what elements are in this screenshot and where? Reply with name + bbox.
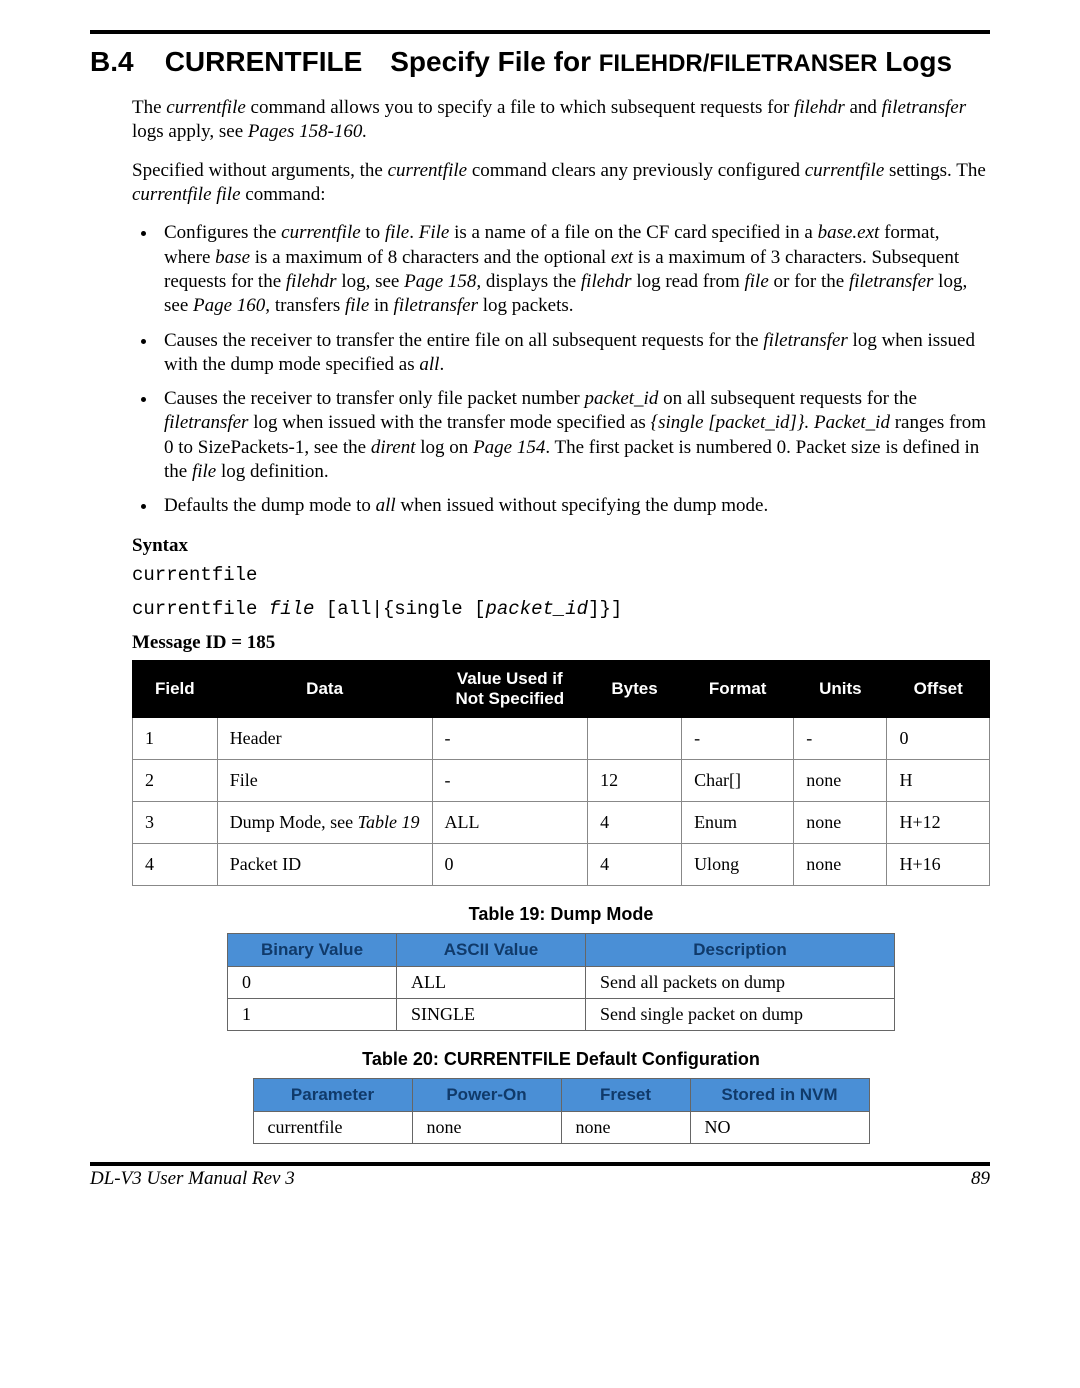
section-title-prefix: CURRENTFILE Specify File for bbox=[165, 46, 599, 77]
section-title-suffix: Logs bbox=[877, 46, 952, 77]
table-cell: 0 bbox=[432, 844, 588, 886]
table-cell: none bbox=[794, 844, 887, 886]
table-cell: 4 bbox=[588, 802, 682, 844]
table-cell: 1 bbox=[133, 718, 218, 760]
section-heading: B.4 CURRENTFILE Specify File for FILEHDR… bbox=[90, 46, 990, 78]
table-row: 2File-12Char[]noneH bbox=[133, 760, 990, 802]
syntax-line-1: currentfile bbox=[132, 563, 990, 588]
bullet-list: Configures the currentfile to file. File… bbox=[132, 221, 990, 518]
table-cell: NO bbox=[690, 1112, 869, 1144]
table-header-row: Binary Value ASCII Value Description bbox=[228, 934, 895, 967]
table-cell: none bbox=[794, 802, 887, 844]
table20-body: currentfilenonenoneNO bbox=[253, 1112, 869, 1144]
th-freset: Freset bbox=[561, 1079, 690, 1112]
top-rule bbox=[90, 30, 990, 34]
table-row: 4Packet ID04UlongnoneH+16 bbox=[133, 844, 990, 886]
table-cell: H+16 bbox=[887, 844, 990, 886]
table-cell: 2 bbox=[133, 760, 218, 802]
table-cell: File bbox=[217, 760, 432, 802]
th-power: Power-On bbox=[412, 1079, 561, 1112]
section-title-smallcaps: FILEHDR/FILETRANSER bbox=[599, 50, 878, 77]
table-cell: 0 bbox=[228, 967, 397, 999]
content-block: The currentfile command allows you to sp… bbox=[132, 96, 990, 1144]
table-cell: - bbox=[794, 718, 887, 760]
page: B.4 CURRENTFILE Specify File for FILEHDR… bbox=[0, 0, 1080, 1388]
th-ascii: ASCII Value bbox=[397, 934, 586, 967]
th-param: Parameter bbox=[253, 1079, 412, 1112]
th-field: Field bbox=[133, 661, 218, 718]
intro-p1: The currentfile command allows you to sp… bbox=[132, 96, 990, 145]
table-cell: 0 bbox=[887, 718, 990, 760]
th-offset: Offset bbox=[887, 661, 990, 718]
table-cell: none bbox=[412, 1112, 561, 1144]
th-desc: Description bbox=[586, 934, 895, 967]
table-cell: - bbox=[432, 760, 588, 802]
table-cell: Send all packets on dump bbox=[586, 967, 895, 999]
bullet-1: Configures the currentfile to file. File… bbox=[158, 221, 990, 318]
th-nvm: Stored in NVM bbox=[690, 1079, 869, 1112]
section-number: B.4 bbox=[90, 46, 134, 78]
table19-body: 0ALLSend all packets on dump1SINGLESend … bbox=[228, 967, 895, 1031]
footer: DL-V3 User Manual Rev 3 89 bbox=[90, 1166, 990, 1190]
table19: Binary Value ASCII Value Description 0AL… bbox=[227, 933, 895, 1031]
table-cell: 12 bbox=[588, 760, 682, 802]
table19-caption: Table 19: Dump Mode bbox=[132, 904, 990, 925]
table-cell: Header bbox=[217, 718, 432, 760]
table-cell: 4 bbox=[133, 844, 218, 886]
table20: Parameter Power-On Freset Stored in NVM … bbox=[253, 1078, 870, 1144]
th-data: Data bbox=[217, 661, 432, 718]
bullet-2: Causes the receiver to transfer the enti… bbox=[158, 329, 990, 378]
table-cell: 4 bbox=[588, 844, 682, 886]
table-cell: Packet ID bbox=[217, 844, 432, 886]
table-row: 3Dump Mode, see Table 19ALL4EnumnoneH+12 bbox=[133, 802, 990, 844]
table20-caption: Table 20: CURRENTFILE Default Configurat… bbox=[132, 1049, 990, 1070]
table-header-row: Parameter Power-On Freset Stored in NVM bbox=[253, 1079, 869, 1112]
table-cell: H bbox=[887, 760, 990, 802]
th-binary: Binary Value bbox=[228, 934, 397, 967]
table-cell: Ulong bbox=[682, 844, 794, 886]
table-cell: Dump Mode, see Table 19 bbox=[217, 802, 432, 844]
table-cell: H+12 bbox=[887, 802, 990, 844]
table-row: 1SINGLESend single packet on dump bbox=[228, 999, 895, 1031]
table-cell: currentfile bbox=[253, 1112, 412, 1144]
bullet-4: Defaults the dump mode to all when issue… bbox=[158, 494, 990, 518]
table-cell: Send single packet on dump bbox=[586, 999, 895, 1031]
table-cell: - bbox=[432, 718, 588, 760]
table-cell: ALL bbox=[432, 802, 588, 844]
table-cell: Enum bbox=[682, 802, 794, 844]
syntax-label: Syntax bbox=[132, 535, 990, 557]
main-table-body: 1Header---02File-12Char[]noneH3Dump Mode… bbox=[133, 718, 990, 886]
intro-p2: Specified without arguments, the current… bbox=[132, 159, 990, 208]
syntax-line-2: currentfile file [all|{single [packet_id… bbox=[132, 597, 990, 622]
table-cell bbox=[588, 718, 682, 760]
footer-left: DL-V3 User Manual Rev 3 bbox=[90, 1168, 295, 1190]
bullet-3: Causes the receiver to transfer only fil… bbox=[158, 387, 990, 484]
table-cell: 1 bbox=[228, 999, 397, 1031]
table-cell: - bbox=[682, 718, 794, 760]
table-cell: none bbox=[794, 760, 887, 802]
footer-right: 89 bbox=[971, 1168, 990, 1190]
table-cell: none bbox=[561, 1112, 690, 1144]
message-id: Message ID = 185 bbox=[132, 632, 990, 654]
th-bytes: Bytes bbox=[588, 661, 682, 718]
table-cell: Char[] bbox=[682, 760, 794, 802]
table-header-row: Field Data Value Used if Not Specified B… bbox=[133, 661, 990, 718]
table-cell: 3 bbox=[133, 802, 218, 844]
table-row: 1Header---0 bbox=[133, 718, 990, 760]
table-row: currentfilenonenoneNO bbox=[253, 1112, 869, 1144]
main-table: Field Data Value Used if Not Specified B… bbox=[132, 660, 990, 886]
th-value: Value Used if Not Specified bbox=[432, 661, 588, 718]
table-row: 0ALLSend all packets on dump bbox=[228, 967, 895, 999]
th-units: Units bbox=[794, 661, 887, 718]
th-format: Format bbox=[682, 661, 794, 718]
table-cell: SINGLE bbox=[397, 999, 586, 1031]
table-cell: ALL bbox=[397, 967, 586, 999]
